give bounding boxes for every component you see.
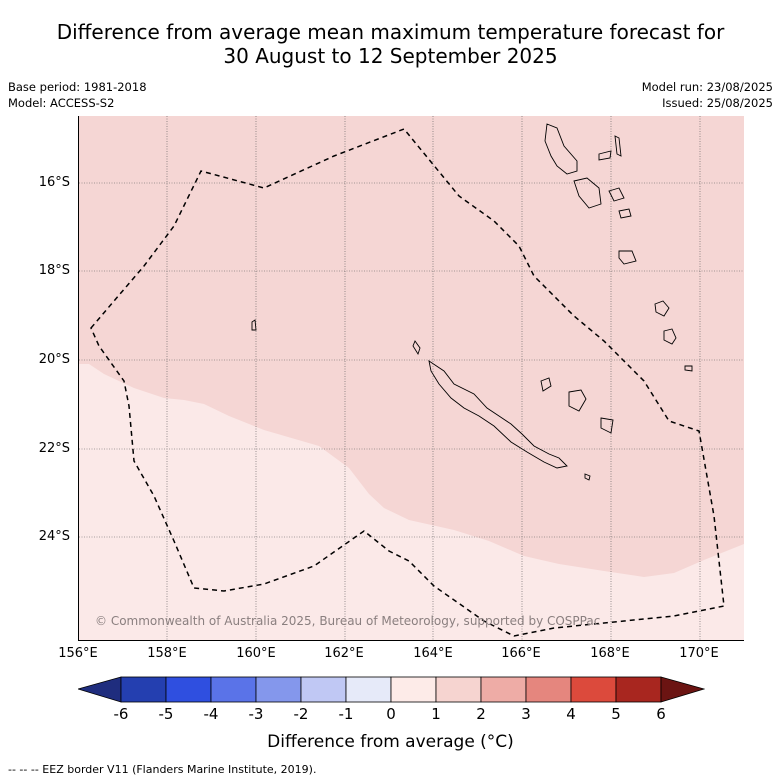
colorbar-cell xyxy=(345,676,392,703)
colorbar-tick-label: -3 xyxy=(248,705,264,723)
issued-date: Issued: 25/08/2025 xyxy=(662,96,773,110)
eez-border xyxy=(90,128,725,637)
colorbar-cell xyxy=(570,676,617,703)
colorbar-tick-label: 3 xyxy=(521,705,531,723)
base-period: Base period: 1981-2018 xyxy=(8,80,147,94)
walpole-island xyxy=(584,473,591,481)
colorbar-tick-label: 6 xyxy=(656,705,666,723)
meta-right: Model run: 23/08/2025 Issued: 25/08/2025 xyxy=(642,79,773,111)
colorbar-cell xyxy=(210,676,257,703)
coastlines xyxy=(251,123,693,481)
longitude-label: 156°E xyxy=(58,646,98,661)
islet xyxy=(412,340,421,356)
loyalty-island-3 xyxy=(600,417,614,434)
chart-title: Difference from average mean maximum tem… xyxy=(0,20,781,68)
longitude-label: 160°E xyxy=(236,646,276,661)
latitude-label: 18°S xyxy=(38,263,70,278)
latitude-label: 20°S xyxy=(38,352,70,367)
longitude-label: 158°E xyxy=(147,646,187,661)
title-line-2: 30 August to 12 September 2025 xyxy=(223,44,558,68)
tanna xyxy=(663,328,677,345)
eez-legend-note: -- -- -- EEZ border V11 (Flanders Marine… xyxy=(8,763,317,776)
copyright-notice: © Commonwealth of Australia 2025, Bureau… xyxy=(95,614,601,628)
colorbar-cell xyxy=(435,676,482,703)
colorbar-cell xyxy=(165,676,212,703)
colorbar-tick-label: -2 xyxy=(293,705,309,723)
vanuatu-island-4 xyxy=(618,208,632,219)
colorbar-cell xyxy=(480,676,527,703)
longitude-label: 164°E xyxy=(413,646,453,661)
colorbar-tick-label: -1 xyxy=(338,705,354,723)
espiritu-santo xyxy=(544,123,578,175)
colorbar-cell xyxy=(120,676,167,703)
model-run: Model run: 23/08/2025 xyxy=(641,80,773,94)
loyalty-island-1 xyxy=(540,377,552,392)
efate xyxy=(618,250,637,265)
colorbar-tick-label: -5 xyxy=(158,705,174,723)
meta-left: Base period: 1981-2018 Model: ACCESS-S2 xyxy=(8,79,147,111)
latitude-label: 22°S xyxy=(38,441,70,456)
model-name: Model: ACCESS-S2 xyxy=(8,96,115,110)
longitude-label: 166°E xyxy=(501,646,541,661)
colorbar-tick-label: -4 xyxy=(203,705,219,723)
colorbar-extend-high xyxy=(660,676,705,703)
chesterfield-islet xyxy=(251,319,257,331)
colorbar-tick-label: 4 xyxy=(566,705,576,723)
colorbar-tick-label: 2 xyxy=(476,705,486,723)
colorbar xyxy=(78,676,705,703)
malakula xyxy=(573,177,602,209)
vanuatu-island-2 xyxy=(614,135,622,157)
colorbar-cell xyxy=(300,676,347,703)
colorbar-cell xyxy=(390,676,437,703)
colorbar-extend-low xyxy=(78,676,122,703)
longitude-label: 170°E xyxy=(679,646,719,661)
aneityum xyxy=(684,365,693,372)
colorbar-tick-label: 5 xyxy=(611,705,621,723)
colorbar-cell xyxy=(615,676,662,703)
colorbar-tick-label: 0 xyxy=(386,705,396,723)
vanuatu-island-1 xyxy=(598,150,612,161)
colorbar-tick-label: -6 xyxy=(113,705,129,723)
colorbar-label: Difference from average (°C) xyxy=(267,732,514,752)
map-panel xyxy=(78,116,744,641)
title-line-1: Difference from average mean maximum tem… xyxy=(56,20,725,44)
colorbar-cell xyxy=(525,676,572,703)
latitude-label: 24°S xyxy=(38,529,70,544)
erromango xyxy=(654,300,670,317)
vanuatu-island-3 xyxy=(608,187,625,202)
graticule xyxy=(79,116,744,640)
map-svg xyxy=(79,116,744,640)
colorbar-cell xyxy=(255,676,302,703)
new-caledonia xyxy=(428,360,568,469)
loyalty-island-2 xyxy=(568,389,587,412)
longitude-label: 168°E xyxy=(590,646,630,661)
longitude-label: 162°E xyxy=(324,646,364,661)
colorbar-tick-label: 1 xyxy=(431,705,441,723)
latitude-label: 16°S xyxy=(38,175,70,190)
anomaly-0-1-region xyxy=(79,364,744,640)
